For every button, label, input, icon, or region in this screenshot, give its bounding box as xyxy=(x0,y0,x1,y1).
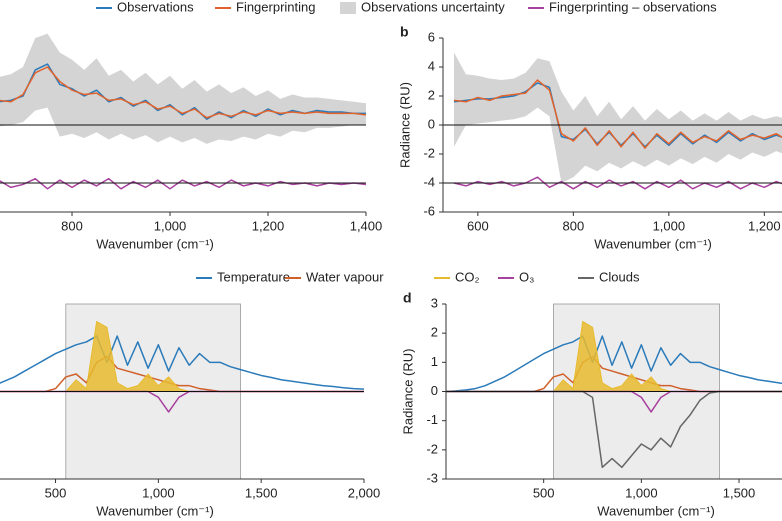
x-axis-label: Wavenumber (cm⁻¹) xyxy=(597,503,715,518)
y-tick-label: 2 xyxy=(431,325,438,340)
legend-swatch xyxy=(340,2,356,14)
y-tick-label: -4 xyxy=(423,174,435,189)
y-tick-label: -2 xyxy=(423,145,435,160)
y-tick-label: -3 xyxy=(426,470,438,485)
y-tick-label: 1 xyxy=(431,354,438,369)
legend-label: Fingerprinting xyxy=(236,0,316,14)
y-tick-label: 0 xyxy=(431,383,438,398)
x-tick-label: 1,500 xyxy=(245,485,278,500)
x-tick-label: 800 xyxy=(61,218,83,233)
y-tick-label: -2 xyxy=(426,441,438,456)
series-line xyxy=(453,79,782,149)
panel-label: b xyxy=(400,24,409,40)
x-tick-label: 1,400 xyxy=(350,218,383,233)
x-tick-label: 1,000 xyxy=(653,218,686,233)
plot-area xyxy=(453,52,782,190)
series-line xyxy=(453,176,782,190)
legend-label: Observations uncertainty xyxy=(361,0,505,14)
series-line xyxy=(0,335,364,390)
y-axis-label: Radiance (RU) xyxy=(397,82,412,168)
y-tick-label: -6 xyxy=(423,203,435,218)
x-tick-label: 1,000 xyxy=(142,485,175,500)
x-tick-label: 2,000 xyxy=(348,485,381,500)
y-tick-label: -1 xyxy=(426,412,438,427)
x-tick-label: 500 xyxy=(533,485,555,500)
y-tick-label: 6 xyxy=(428,29,435,44)
plot-area xyxy=(0,33,366,190)
legend-label: Temperature xyxy=(217,269,290,284)
x-tick-label: 1,200 xyxy=(252,218,285,233)
legend-label: Clouds xyxy=(599,269,640,284)
x-tick-label: 1,000 xyxy=(154,218,187,233)
x-tick-label: 1,000 xyxy=(625,485,658,500)
legend-label: Fingerprinting – observations xyxy=(549,0,717,14)
series-line xyxy=(0,177,366,190)
legend-label: Water vapour xyxy=(306,269,384,284)
y-tick-label: 0 xyxy=(428,116,435,131)
uncertainty-band xyxy=(453,52,782,183)
panel-label: d xyxy=(403,290,412,306)
y-axis-label: Radiance (RU) xyxy=(400,349,415,435)
series-line xyxy=(446,335,782,393)
series-line xyxy=(0,66,366,119)
x-tick-label: 1,200 xyxy=(748,218,781,233)
x-axis-label: Wavenumber (cm⁻¹) xyxy=(96,503,214,518)
uncertainty-band xyxy=(0,33,366,144)
x-tick-label: 800 xyxy=(562,218,584,233)
x-axis-label: Wavenumber (cm⁻¹) xyxy=(594,236,712,251)
legend-label: CO₂ xyxy=(455,269,480,284)
y-tick-label: 4 xyxy=(428,58,435,73)
x-axis-label: Wavenumber (cm⁻¹) xyxy=(96,236,214,251)
y-tick-label: 2 xyxy=(428,87,435,102)
x-tick-label: 500 xyxy=(45,485,67,500)
x-tick-label: 600 xyxy=(467,218,489,233)
legend-label: O₃ xyxy=(519,269,534,284)
y-tick-label: 3 xyxy=(431,295,438,310)
x-tick-label: 1,500 xyxy=(723,485,756,500)
legend-label: Observations xyxy=(117,0,194,14)
